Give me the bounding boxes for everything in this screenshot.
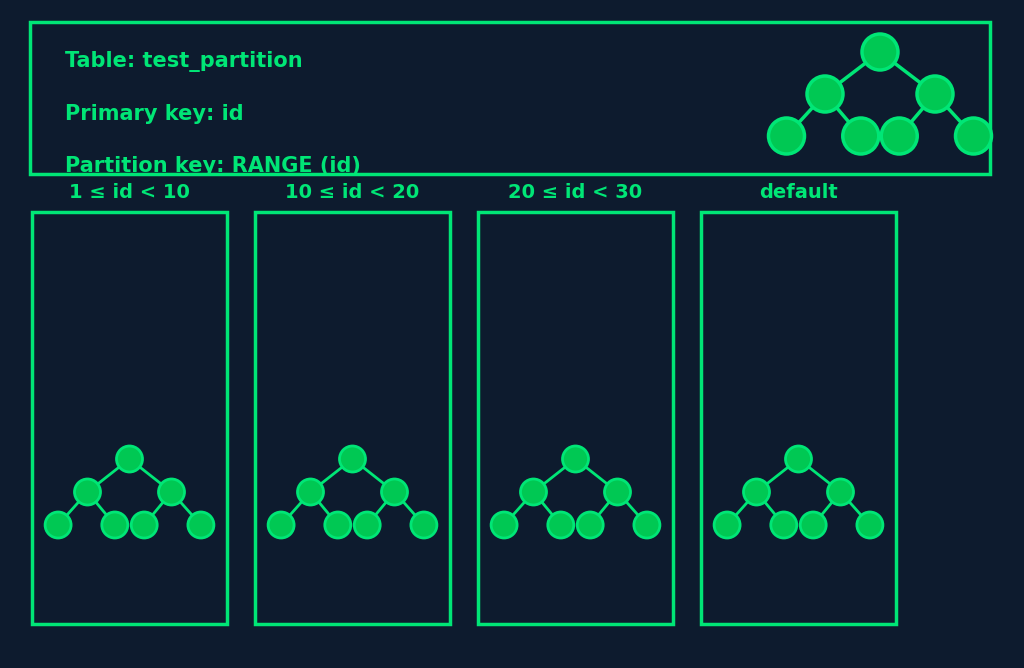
Circle shape bbox=[268, 512, 294, 538]
Circle shape bbox=[862, 34, 898, 70]
Circle shape bbox=[827, 479, 853, 505]
Bar bbox=[30, 22, 990, 174]
Text: default: default bbox=[759, 184, 838, 202]
Text: 10 ≤ id < 20: 10 ≤ id < 20 bbox=[286, 184, 420, 202]
Circle shape bbox=[45, 512, 71, 538]
Text: Table: test_partition: Table: test_partition bbox=[65, 51, 303, 73]
Circle shape bbox=[411, 512, 437, 538]
Circle shape bbox=[604, 479, 631, 505]
Circle shape bbox=[843, 118, 879, 154]
Bar bbox=[701, 212, 896, 624]
Circle shape bbox=[492, 512, 517, 538]
Circle shape bbox=[159, 479, 184, 505]
Circle shape bbox=[634, 512, 659, 538]
Circle shape bbox=[187, 512, 214, 538]
Circle shape bbox=[578, 512, 603, 538]
Circle shape bbox=[131, 512, 158, 538]
Circle shape bbox=[340, 446, 366, 472]
Circle shape bbox=[785, 446, 811, 472]
Circle shape bbox=[807, 76, 843, 112]
Circle shape bbox=[548, 512, 573, 538]
Circle shape bbox=[75, 479, 100, 505]
Circle shape bbox=[325, 512, 351, 538]
Circle shape bbox=[714, 512, 740, 538]
Circle shape bbox=[768, 118, 805, 154]
Circle shape bbox=[101, 512, 128, 538]
Circle shape bbox=[743, 479, 769, 505]
Circle shape bbox=[955, 118, 991, 154]
Circle shape bbox=[918, 76, 953, 112]
Text: Partition key: RANGE (id): Partition key: RANGE (id) bbox=[65, 156, 360, 176]
Bar bbox=[255, 212, 450, 624]
Circle shape bbox=[298, 479, 324, 505]
Bar bbox=[478, 212, 673, 624]
Text: Primary key: id: Primary key: id bbox=[65, 104, 244, 124]
Circle shape bbox=[857, 512, 883, 538]
Text: 1 ≤ id < 10: 1 ≤ id < 10 bbox=[69, 184, 189, 202]
Text: 20 ≤ id < 30: 20 ≤ id < 30 bbox=[509, 184, 643, 202]
Circle shape bbox=[800, 512, 826, 538]
Circle shape bbox=[882, 118, 918, 154]
Circle shape bbox=[562, 446, 589, 472]
Circle shape bbox=[771, 512, 797, 538]
Circle shape bbox=[354, 512, 380, 538]
Circle shape bbox=[382, 479, 408, 505]
Circle shape bbox=[520, 479, 547, 505]
Bar bbox=[32, 212, 227, 624]
Circle shape bbox=[117, 446, 142, 472]
